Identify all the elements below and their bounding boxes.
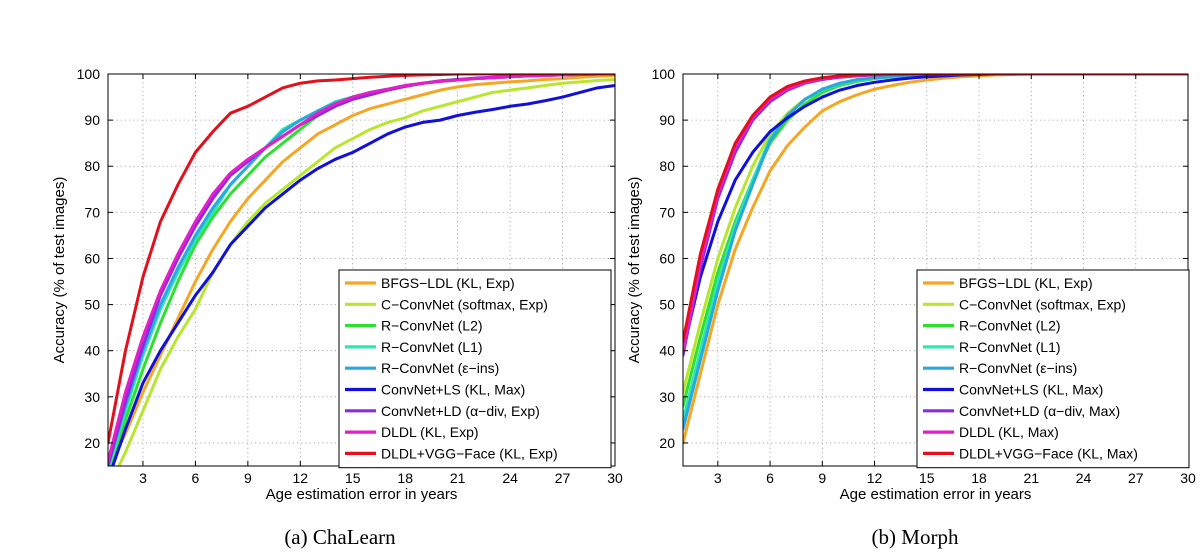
legend-box [338,269,612,469]
panel-caption: (b) Morph [872,525,959,549]
y-tick-label: 20 [659,435,675,451]
legend-entry: DLDL+VGG−Face (KL, Max) [959,445,1138,461]
legend-entry: DLDL (KL, Max) [959,424,1059,440]
y-tick-label: 70 [659,204,675,220]
series-line-7 [108,74,615,463]
y-tick-label: 50 [659,297,675,313]
x-tick-label: 12 [293,470,309,486]
legend: BFGS−LDL (KL, Exp) C−ConvNet (softmax, Ex… [916,269,1190,469]
y-tick-label: 80 [84,158,100,174]
x-tick-label: 24 [1076,470,1092,486]
series-line-5 [683,74,1188,353]
legend-entry: BFGS−LDL (KL, Exp) [381,275,515,291]
series-group [108,74,615,466]
x-tick-label: 18 [397,470,413,486]
series-line-6 [683,74,1188,357]
series-line-5 [111,84,615,466]
x-tick-label: 6 [192,470,200,486]
x-tick-label: 24 [502,470,518,486]
x-tick-label: 30 [1180,470,1196,486]
x-axis-label: Age estimation error in years [266,486,458,503]
x-tick-label: 30 [607,470,623,486]
y-tick-label: 50 [84,297,100,313]
y-tick-label: 90 [659,112,675,128]
x-tick-label: 21 [1023,470,1039,486]
legend-box [916,269,1190,469]
x-tick-label: 15 [919,470,935,486]
series-line-8 [683,74,1188,343]
y-tick-label: 40 [84,343,100,359]
chart-panel-chalearn: 3 6 9 12 15 18 21 24 27 30 20 30 40 50 60 70 80 90 100 Age … [51,66,623,549]
legend-entry: R−ConvNet (L1) [381,339,483,355]
legend: BFGS−LDL (KL, Exp) C−ConvNet (softmax, Ex… [338,269,612,469]
y-axis-label: Accuracy (% of test images) [626,177,643,364]
legend-entry: DLDL+VGG−Face (KL, Exp) [381,445,558,461]
legend-entry: ConvNet+LD (α−div, Max) [959,403,1120,419]
x-tick-label: 15 [345,470,361,486]
legend-entry: C−ConvNet (softmax, Exp) [959,296,1126,312]
x-tick-label: 27 [555,470,571,486]
legend-entry: C−ConvNet (softmax, Exp) [381,296,548,312]
legend-entry: R−ConvNet (ε−ins) [959,360,1077,376]
y-tick-label: 100 [77,66,101,82]
y-tick-label: 60 [659,250,675,266]
y-tick-label: 60 [84,250,100,266]
y-tick-label: 30 [659,389,675,405]
x-tick-label: 3 [714,470,722,486]
x-tick-label: 9 [244,470,252,486]
legend-entry: ConvNet+LS (KL, Max) [381,382,525,398]
legend-entry: ConvNet+LD (α−div, Exp) [381,403,540,419]
legend-entry: ConvNet+LS (KL, Max) [959,382,1103,398]
series-line-7 [683,74,1188,353]
x-tick-label: 18 [971,470,987,486]
legend-entry: BFGS−LDL (KL, Exp) [959,275,1093,291]
y-tick-label: 20 [84,435,100,451]
x-tick-label: 27 [1128,470,1144,486]
legend-entry: DLDL (KL, Exp) [381,424,479,440]
legend-entry: R−ConvNet (L2) [959,318,1061,334]
x-tick-label: 9 [818,470,826,486]
y-tick-label: 100 [652,66,676,82]
x-axis-label: Age estimation error in years [840,486,1032,503]
x-tick-label: 21 [450,470,466,486]
y-tick-label: 40 [659,343,675,359]
legend-entry: R−ConvNet (L2) [381,318,483,334]
series-group [683,74,1188,445]
y-tick-label: 80 [659,158,675,174]
series-line-0 [683,74,1188,445]
panel-caption: (a) ChaLearn [284,525,396,549]
series-line-1 [117,78,615,466]
y-tick-label: 70 [84,204,100,220]
legend-entry: R−ConvNet (L1) [959,339,1061,355]
x-tick-label: 6 [766,470,774,486]
series-line-0 [108,74,615,466]
y-tick-label: 30 [84,389,100,405]
series-line-8 [108,74,615,445]
legend-entry: R−ConvNet (ε−ins) [381,360,499,376]
y-tick-label: 90 [84,112,100,128]
chart-panel-morph: 3 6 9 12 15 18 21 24 27 30 20 30 40 50 60 70 80 90 100 Age … [626,66,1196,549]
x-tick-label: 3 [139,470,147,486]
x-tick-label: 12 [867,470,883,486]
y-axis-label: Accuracy (% of test images) [51,177,68,364]
